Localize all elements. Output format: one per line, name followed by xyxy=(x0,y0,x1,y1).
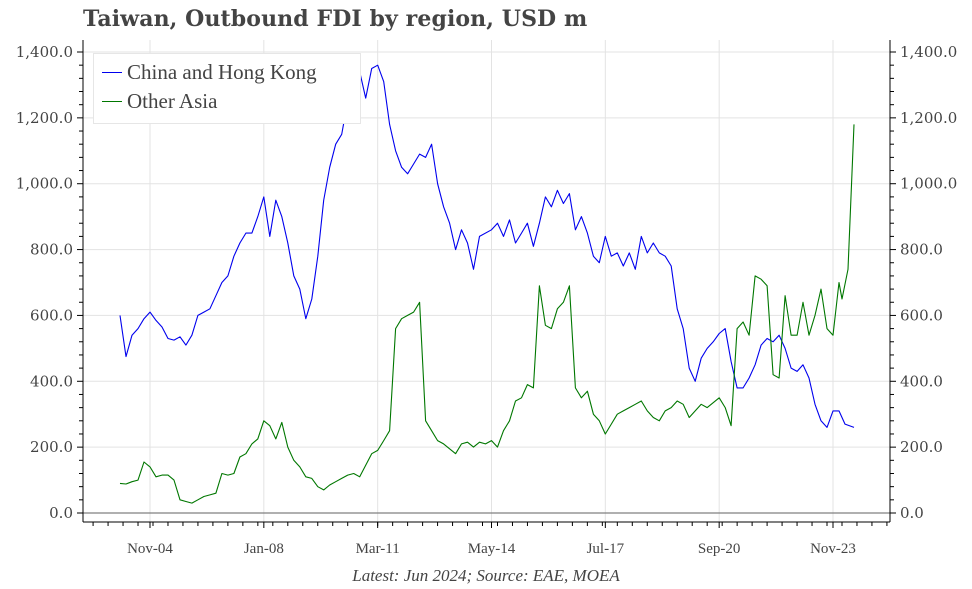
x-tick-label: Nov-23 xyxy=(810,541,856,557)
y-tick-label-left: 1,400.0 xyxy=(16,43,73,61)
legend-swatch-blue xyxy=(102,72,122,73)
line-other-asia xyxy=(119,124,855,504)
legend: China and Hong Kong Other Asia xyxy=(93,53,361,124)
y-tick-label-right: 1,000.0 xyxy=(900,175,957,193)
source-note: Latest: Jun 2024; Source: EAE, MOEA xyxy=(352,566,620,585)
x-tick-label: Nov-04 xyxy=(127,541,173,557)
y-tick-label-left: 200.0 xyxy=(30,438,73,456)
x-tick-label: Jan-08 xyxy=(244,541,284,557)
y-tick-label-left: 1,000.0 xyxy=(16,175,73,193)
y-tick-label-right: 600.0 xyxy=(900,306,943,324)
y-tick-label-right: 1,400.0 xyxy=(900,43,957,61)
legend-label: Other Asia xyxy=(127,89,218,113)
y-tick-label-right: 1,200.0 xyxy=(900,109,957,127)
line-china-hong-kong xyxy=(119,64,855,428)
y-tick-label-right: 200.0 xyxy=(900,438,943,456)
y-tick-label-left: 0.0 xyxy=(49,504,73,522)
x-tick-label: Mar-11 xyxy=(356,541,400,557)
legend-swatch-green xyxy=(102,101,122,102)
y-tick-label-left: 800.0 xyxy=(30,241,73,259)
x-tick-label: Sep-20 xyxy=(698,541,741,557)
y-tick-label-left: 400.0 xyxy=(30,372,73,390)
chart-title: Taiwan, Outbound FDI by region, USD m xyxy=(83,6,588,32)
legend-item-other-asia: Other Asia xyxy=(102,89,217,114)
axes xyxy=(77,40,896,528)
legend-item-china-hk: China and Hong Kong xyxy=(102,60,317,85)
legend-label: China and Hong Kong xyxy=(127,60,317,84)
series-lines xyxy=(119,64,855,504)
y-tick-label-left: 600.0 xyxy=(30,306,73,324)
y-tick-label-right: 400.0 xyxy=(900,372,943,390)
y-tick-label-left: 1,200.0 xyxy=(16,109,73,127)
x-tick-label: Jul-17 xyxy=(587,541,625,557)
x-tick-label: May-14 xyxy=(468,541,516,557)
axis-labels: 0.0 0.0 200.0 200.0 400.0 400.0 600.0 600.0 800.… xyxy=(16,43,958,557)
y-tick-label-right: 800.0 xyxy=(900,241,943,259)
y-tick-label-right: 0.0 xyxy=(900,504,924,522)
